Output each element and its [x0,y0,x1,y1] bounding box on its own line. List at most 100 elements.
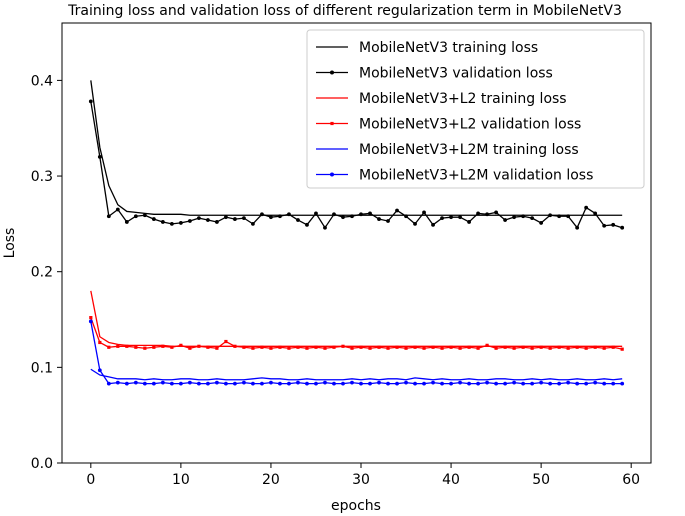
data-point [187,380,192,385]
data-point [539,221,544,225]
data-point [160,220,165,224]
data-point [332,381,336,386]
data-point [494,210,498,215]
data-point [142,381,147,386]
data-point [187,219,192,223]
data-point [287,381,291,386]
series-line-3 [90,317,623,350]
data-point [323,380,327,385]
data-point [170,345,174,349]
data-point [449,381,453,386]
x-tick-label: 60 [622,472,640,488]
data-point [341,215,345,220]
data-point [124,220,129,224]
data-point [152,345,156,349]
data-point [485,380,489,385]
series-line-4 [90,368,623,381]
data-point [205,381,210,386]
data-point [196,381,201,386]
data-point [143,346,147,350]
data-point [593,211,598,216]
y-tick-label: 0.4 [31,73,53,89]
y-axis-label: Loss [2,228,18,259]
data-point [530,381,535,386]
data-point [413,345,417,349]
data-point [107,345,111,349]
data-point [503,381,508,386]
data-point [467,345,471,349]
data-point [593,345,597,349]
data-point [359,212,363,217]
plot-area-frame [61,22,652,464]
data-point [458,346,462,350]
legend-box [306,29,645,189]
data-point [359,381,363,386]
data-point [404,380,408,385]
data-point [584,381,589,386]
series-markers-3 [89,316,624,351]
data-point [449,345,453,349]
data-point [413,381,417,386]
data-point [242,345,246,349]
data-point [224,339,228,344]
data-point [296,345,300,349]
data-point [620,225,625,230]
data-point [359,345,363,349]
data-point [233,381,237,386]
data-point [611,222,616,227]
data-point [377,380,381,385]
data-point [476,346,480,350]
data-point [205,218,210,222]
data-point [314,345,318,349]
data-point [278,381,282,386]
data-point [233,217,237,221]
data-point [449,215,453,220]
data-point [575,225,580,230]
x-axis: 0 10 20 30 40 50 60 [86,463,640,488]
data-point [467,381,471,386]
data-point [521,345,525,349]
data-point [476,381,480,386]
data-point [197,344,201,348]
data-point [269,215,273,220]
data-point [422,346,426,350]
data-point [521,381,526,386]
data-point [98,340,102,345]
data-point [512,380,517,385]
y-tick-label: 0.2 [31,265,53,281]
data-point [287,212,291,217]
data-point [458,215,462,220]
data-point [106,381,111,386]
data-point [602,223,607,228]
data-point [494,346,498,350]
data-point [314,381,318,386]
data-point [431,345,435,349]
data-point [169,381,174,386]
data-point [413,221,417,226]
y-tick-label: 0.1 [31,360,53,376]
data-point [611,381,616,386]
x-tick-label: 10 [172,472,190,488]
data-point [224,215,228,220]
data-point [422,381,426,386]
legend-label-4: MobileNetV3+L2M training loss [359,142,579,158]
x-axis-label: epochs [331,498,381,514]
data-point [160,380,165,385]
data-point [142,213,147,218]
y-tick-label: 0.3 [31,169,53,185]
series-line-2 [90,290,623,347]
data-point [350,380,354,385]
data-point [260,345,264,349]
data-point [476,211,480,216]
data-point [332,345,336,349]
series-line-5 [90,321,623,385]
data-point [178,221,183,225]
data-point [395,345,399,349]
data-point [89,316,93,320]
data-point [88,99,93,104]
x-tick-label: 0 [86,472,95,488]
data-point [503,218,508,222]
data-point [97,368,102,373]
data-point [134,345,138,349]
data-point [124,381,129,386]
